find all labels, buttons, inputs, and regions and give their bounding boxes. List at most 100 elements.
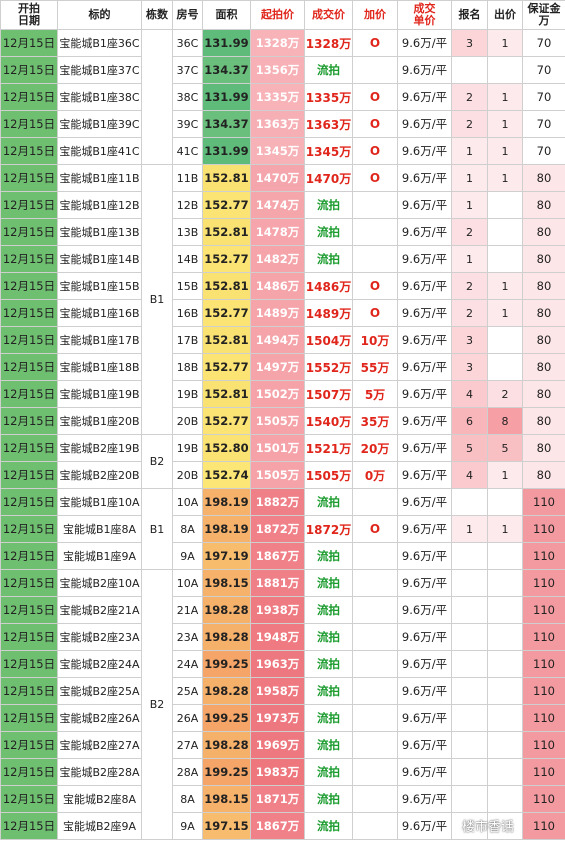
- area-cell: 152.80: [202, 434, 251, 462]
- signup-count-cell: 2: [451, 272, 488, 300]
- building-cell: B2: [141, 434, 173, 489]
- start-price-cell: 1478万: [250, 218, 305, 246]
- markup-cell: [352, 218, 398, 246]
- header-unit-price: 成交 单价: [397, 0, 452, 30]
- deal-price-cell: 流拍: [304, 245, 353, 273]
- area-cell: 199.25: [202, 758, 251, 786]
- table-row: 12月15日 宝能城B1座10A B1 10A 198.19 1882万 流拍 9.6万/平 1…: [0, 488, 565, 570]
- deal-price-cell: 流拍: [304, 569, 353, 597]
- table-row: 12月15日 宝能城B1座19B 19B 152.81 1502万 1507万 5万 9.6万…: [0, 380, 565, 408]
- header-room: 房号: [172, 0, 203, 30]
- start-price-cell: 1470万: [250, 164, 305, 192]
- bid-count-cell: 1: [487, 299, 523, 327]
- deal-price-cell: 1507万: [304, 380, 353, 408]
- area-cell: 197.19: [202, 542, 251, 570]
- markup-cell: [352, 758, 398, 786]
- auction-date-cell: 12月15日: [0, 515, 58, 543]
- signup-count-cell: 2: [451, 218, 488, 246]
- property-name-cell: 宝能城B1座37C: [57, 56, 142, 84]
- markup-cell: O: [352, 299, 398, 327]
- deposit-cell: 110: [522, 758, 565, 786]
- markup-cell: 5万: [352, 380, 398, 408]
- area-cell: 131.99: [202, 137, 251, 165]
- signup-count-cell: [451, 731, 488, 759]
- room-number-cell: 12B: [172, 191, 203, 219]
- signup-count-cell: 4: [451, 461, 488, 489]
- deal-price-cell: 流拍: [304, 731, 353, 759]
- start-price-cell: 1505万: [250, 407, 305, 435]
- deal-price-cell: 流拍: [304, 218, 353, 246]
- unit-price-cell: 9.6万/平: [397, 245, 452, 273]
- property-name-cell: 宝能城B2座27A: [57, 731, 142, 759]
- start-price-cell: 1867万: [250, 812, 305, 840]
- start-price-cell: 1867万: [250, 542, 305, 570]
- property-name-cell: 宝能城B2座28A: [57, 758, 142, 786]
- deal-price-cell: 1872万: [304, 515, 353, 543]
- deposit-cell: 80: [522, 164, 565, 192]
- markup-cell: [352, 623, 398, 651]
- deal-price-cell: 流拍: [304, 596, 353, 624]
- property-name-cell: 宝能城B1座9A: [57, 542, 142, 570]
- property-name-cell: 宝能城B1座10A: [57, 488, 142, 516]
- unit-price-cell: 9.6万/平: [397, 272, 452, 300]
- deal-price-cell: 流拍: [304, 758, 353, 786]
- room-number-cell: 37C: [172, 56, 203, 84]
- deposit-cell: 110: [522, 704, 565, 732]
- deal-price-cell: 流拍: [304, 191, 353, 219]
- markup-cell: [352, 596, 398, 624]
- table-row: 12月15日 宝能城B2座23A 23A 198.28 1948万 流拍 9.6万/平 110: [0, 623, 565, 651]
- start-price-cell: 1969万: [250, 731, 305, 759]
- header-signup: 报名: [451, 0, 488, 30]
- markup-cell: [352, 56, 398, 84]
- property-name-cell: 宝能城B2座9A: [57, 812, 142, 840]
- signup-count-cell: 2: [451, 110, 488, 138]
- table-row: 12月15日 宝能城B2座27A 27A 198.28 1969万 流拍 9.6万/平 110: [0, 731, 565, 759]
- building-cell: B1: [141, 488, 173, 570]
- auction-date-cell: 12月15日: [0, 326, 58, 354]
- markup-cell: [352, 191, 398, 219]
- markup-cell: [352, 569, 398, 597]
- signup-count-cell: 2: [451, 83, 488, 111]
- deposit-cell: 80: [522, 461, 565, 489]
- unit-price-cell: 9.6万/平: [397, 83, 452, 111]
- start-price-cell: 1335万: [250, 83, 305, 111]
- room-number-cell: 25A: [172, 677, 203, 705]
- unit-price-cell: 9.6万/平: [397, 488, 452, 516]
- property-name-cell: 宝能城B1座36C: [57, 29, 142, 57]
- area-cell: 152.77: [202, 353, 251, 381]
- start-price-cell: 1486万: [250, 272, 305, 300]
- room-number-cell: 13B: [172, 218, 203, 246]
- room-number-cell: 20B: [172, 461, 203, 489]
- room-number-cell: 28A: [172, 758, 203, 786]
- deposit-cell: 110: [522, 596, 565, 624]
- table-row: 12月15日 宝能城B1座20B 20B 152.77 1505万 1540万 35万 9.6…: [0, 407, 565, 435]
- auction-date-cell: 12月15日: [0, 650, 58, 678]
- auction-date-cell: 12月15日: [0, 731, 58, 759]
- property-name-cell: 宝能城B2座25A: [57, 677, 142, 705]
- area-cell: 152.77: [202, 245, 251, 273]
- table-row: 12月15日 宝能城B1座14B 14B 152.77 1482万 流拍 9.6万/平 1 80: [0, 245, 565, 273]
- table-row: 12月15日 宝能城B1座17B 17B 152.81 1494万 1504万 10万 9.6…: [0, 326, 565, 354]
- signup-count-cell: 1: [451, 137, 488, 165]
- deposit-cell: 70: [522, 137, 565, 165]
- start-price-cell: 1983万: [250, 758, 305, 786]
- property-name-cell: 宝能城B1座18B: [57, 353, 142, 381]
- table-row: 12月15日 宝能城B1座16B 16B 152.77 1489万 1489万 O 9.6万/…: [0, 299, 565, 327]
- bid-count-cell: [487, 191, 523, 219]
- bid-count-cell: [487, 218, 523, 246]
- bid-count-cell: 2: [487, 380, 523, 408]
- table-row: 12月15日 宝能城B1座12B 12B 152.77 1474万 流拍 9.6万/平 1 80: [0, 191, 565, 219]
- markup-cell: O: [352, 164, 398, 192]
- header-name: 标的: [57, 0, 142, 30]
- deposit-cell: 110: [522, 731, 565, 759]
- signup-count-cell: 6: [451, 407, 488, 435]
- deal-price-cell: 1504万: [304, 326, 353, 354]
- deal-price-cell: 流拍: [304, 623, 353, 651]
- header-bids: 出价: [487, 0, 523, 30]
- auction-date-cell: 12月15日: [0, 704, 58, 732]
- deal-price-cell: 1489万: [304, 299, 353, 327]
- area-cell: 198.28: [202, 677, 251, 705]
- start-price-cell: 1328万: [250, 29, 305, 57]
- deal-price-cell: 流拍: [304, 542, 353, 570]
- auction-date-cell: 12月15日: [0, 56, 58, 84]
